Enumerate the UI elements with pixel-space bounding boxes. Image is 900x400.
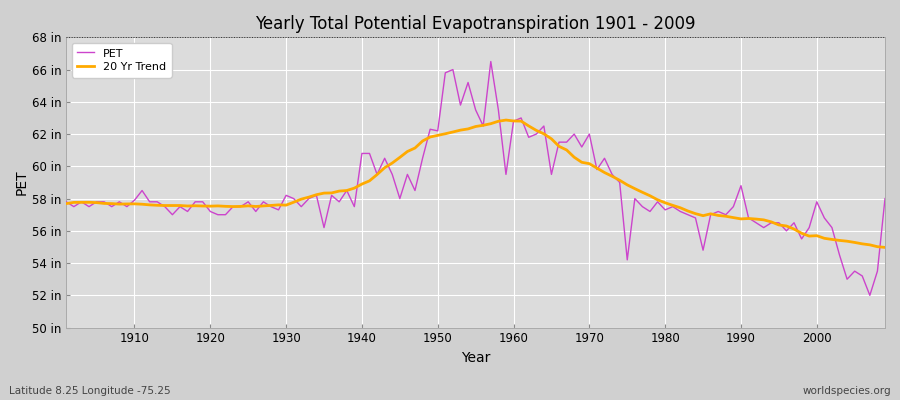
20 Yr Trend — [500, 118, 511, 122]
Line: PET: PET — [67, 62, 885, 295]
20 Yr Trend — [508, 118, 519, 123]
20 Yr Trend — [334, 189, 345, 194]
X-axis label: Year: Year — [461, 351, 491, 365]
20 Yr Trend — [879, 245, 890, 250]
20 Yr Trend — [122, 202, 132, 206]
20 Yr Trend — [61, 201, 72, 206]
PET — [334, 200, 345, 204]
PET — [607, 172, 617, 177]
Line: 20 Yr Trend: 20 Yr Trend — [67, 120, 885, 247]
20 Yr Trend — [607, 174, 617, 179]
Legend: PET, 20 Yr Trend: PET, 20 Yr Trend — [72, 43, 172, 78]
Title: Yearly Total Potential Evapotranspiration 1901 - 2009: Yearly Total Potential Evapotranspiratio… — [256, 15, 696, 33]
PET — [485, 59, 496, 64]
PET — [122, 204, 132, 209]
20 Yr Trend — [288, 200, 299, 205]
Text: worldspecies.org: worldspecies.org — [803, 386, 891, 396]
Text: Latitude 8.25 Longitude -75.25: Latitude 8.25 Longitude -75.25 — [9, 386, 171, 396]
PET — [864, 293, 875, 298]
PET — [516, 116, 526, 120]
PET — [508, 119, 519, 124]
PET — [61, 200, 72, 204]
PET — [879, 196, 890, 201]
Y-axis label: PET: PET — [15, 170, 29, 195]
PET — [288, 196, 299, 201]
20 Yr Trend — [516, 119, 526, 124]
